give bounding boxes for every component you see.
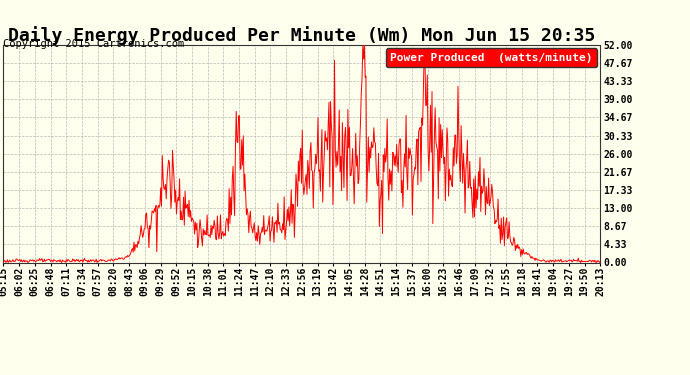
Title: Daily Energy Produced Per Minute (Wm) Mon Jun 15 20:35: Daily Energy Produced Per Minute (Wm) Mo… <box>8 26 595 45</box>
Text: Copyright 2015 Cartronics.com: Copyright 2015 Cartronics.com <box>3 39 185 50</box>
Legend: Power Produced  (watts/minute): Power Produced (watts/minute) <box>386 48 597 67</box>
